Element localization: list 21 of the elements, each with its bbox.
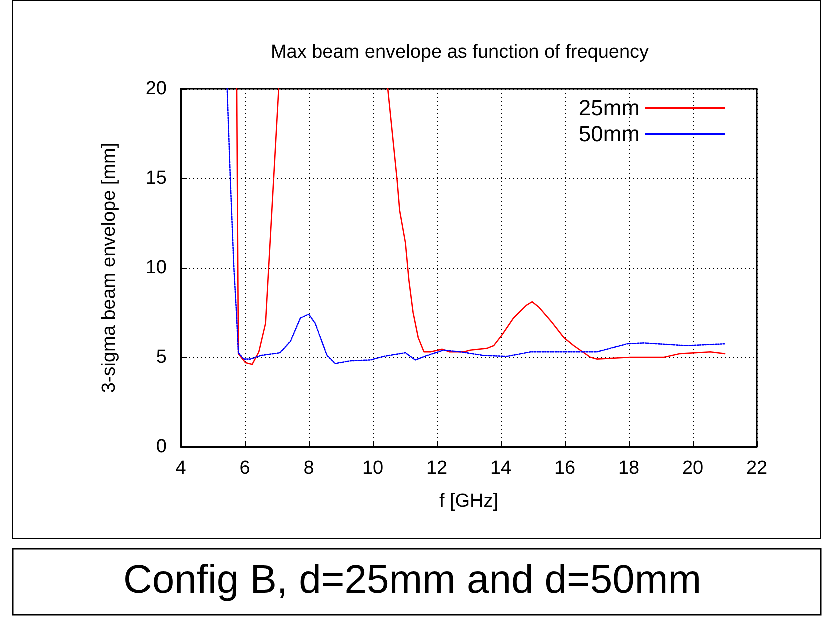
x-tick-label: 10 xyxy=(362,458,384,479)
x-tick-label: 14 xyxy=(490,458,512,479)
x-axis-title: f [GHz] xyxy=(439,491,499,512)
y-tick-label: 5 xyxy=(156,347,167,368)
y-tick-label: 0 xyxy=(156,436,167,458)
x-tick-label: 8 xyxy=(304,458,314,479)
y-tick-label: 10 xyxy=(146,258,167,278)
chart-title: Max beam envelope as function of frequency xyxy=(270,42,650,63)
y-tick-label: 20 xyxy=(146,78,167,100)
x-tick-label: 6 xyxy=(240,458,250,479)
legend-label: 50mm xyxy=(578,122,640,146)
x-tick-label: 22 xyxy=(746,458,768,479)
x-tick-label: 4 xyxy=(176,458,187,479)
y-tick-label: 15 xyxy=(146,168,167,189)
y-axis-title: 3-sigma beam envelope [mm] xyxy=(99,142,120,394)
x-tick-label: 16 xyxy=(554,458,576,479)
x-tick-label: 20 xyxy=(682,458,704,479)
x-tick-label: 18 xyxy=(618,458,640,479)
x-tick-label: 12 xyxy=(426,458,448,479)
legend-label: 25mm xyxy=(578,96,640,120)
text: Config B, d=25mm and d=50mm xyxy=(123,558,702,602)
